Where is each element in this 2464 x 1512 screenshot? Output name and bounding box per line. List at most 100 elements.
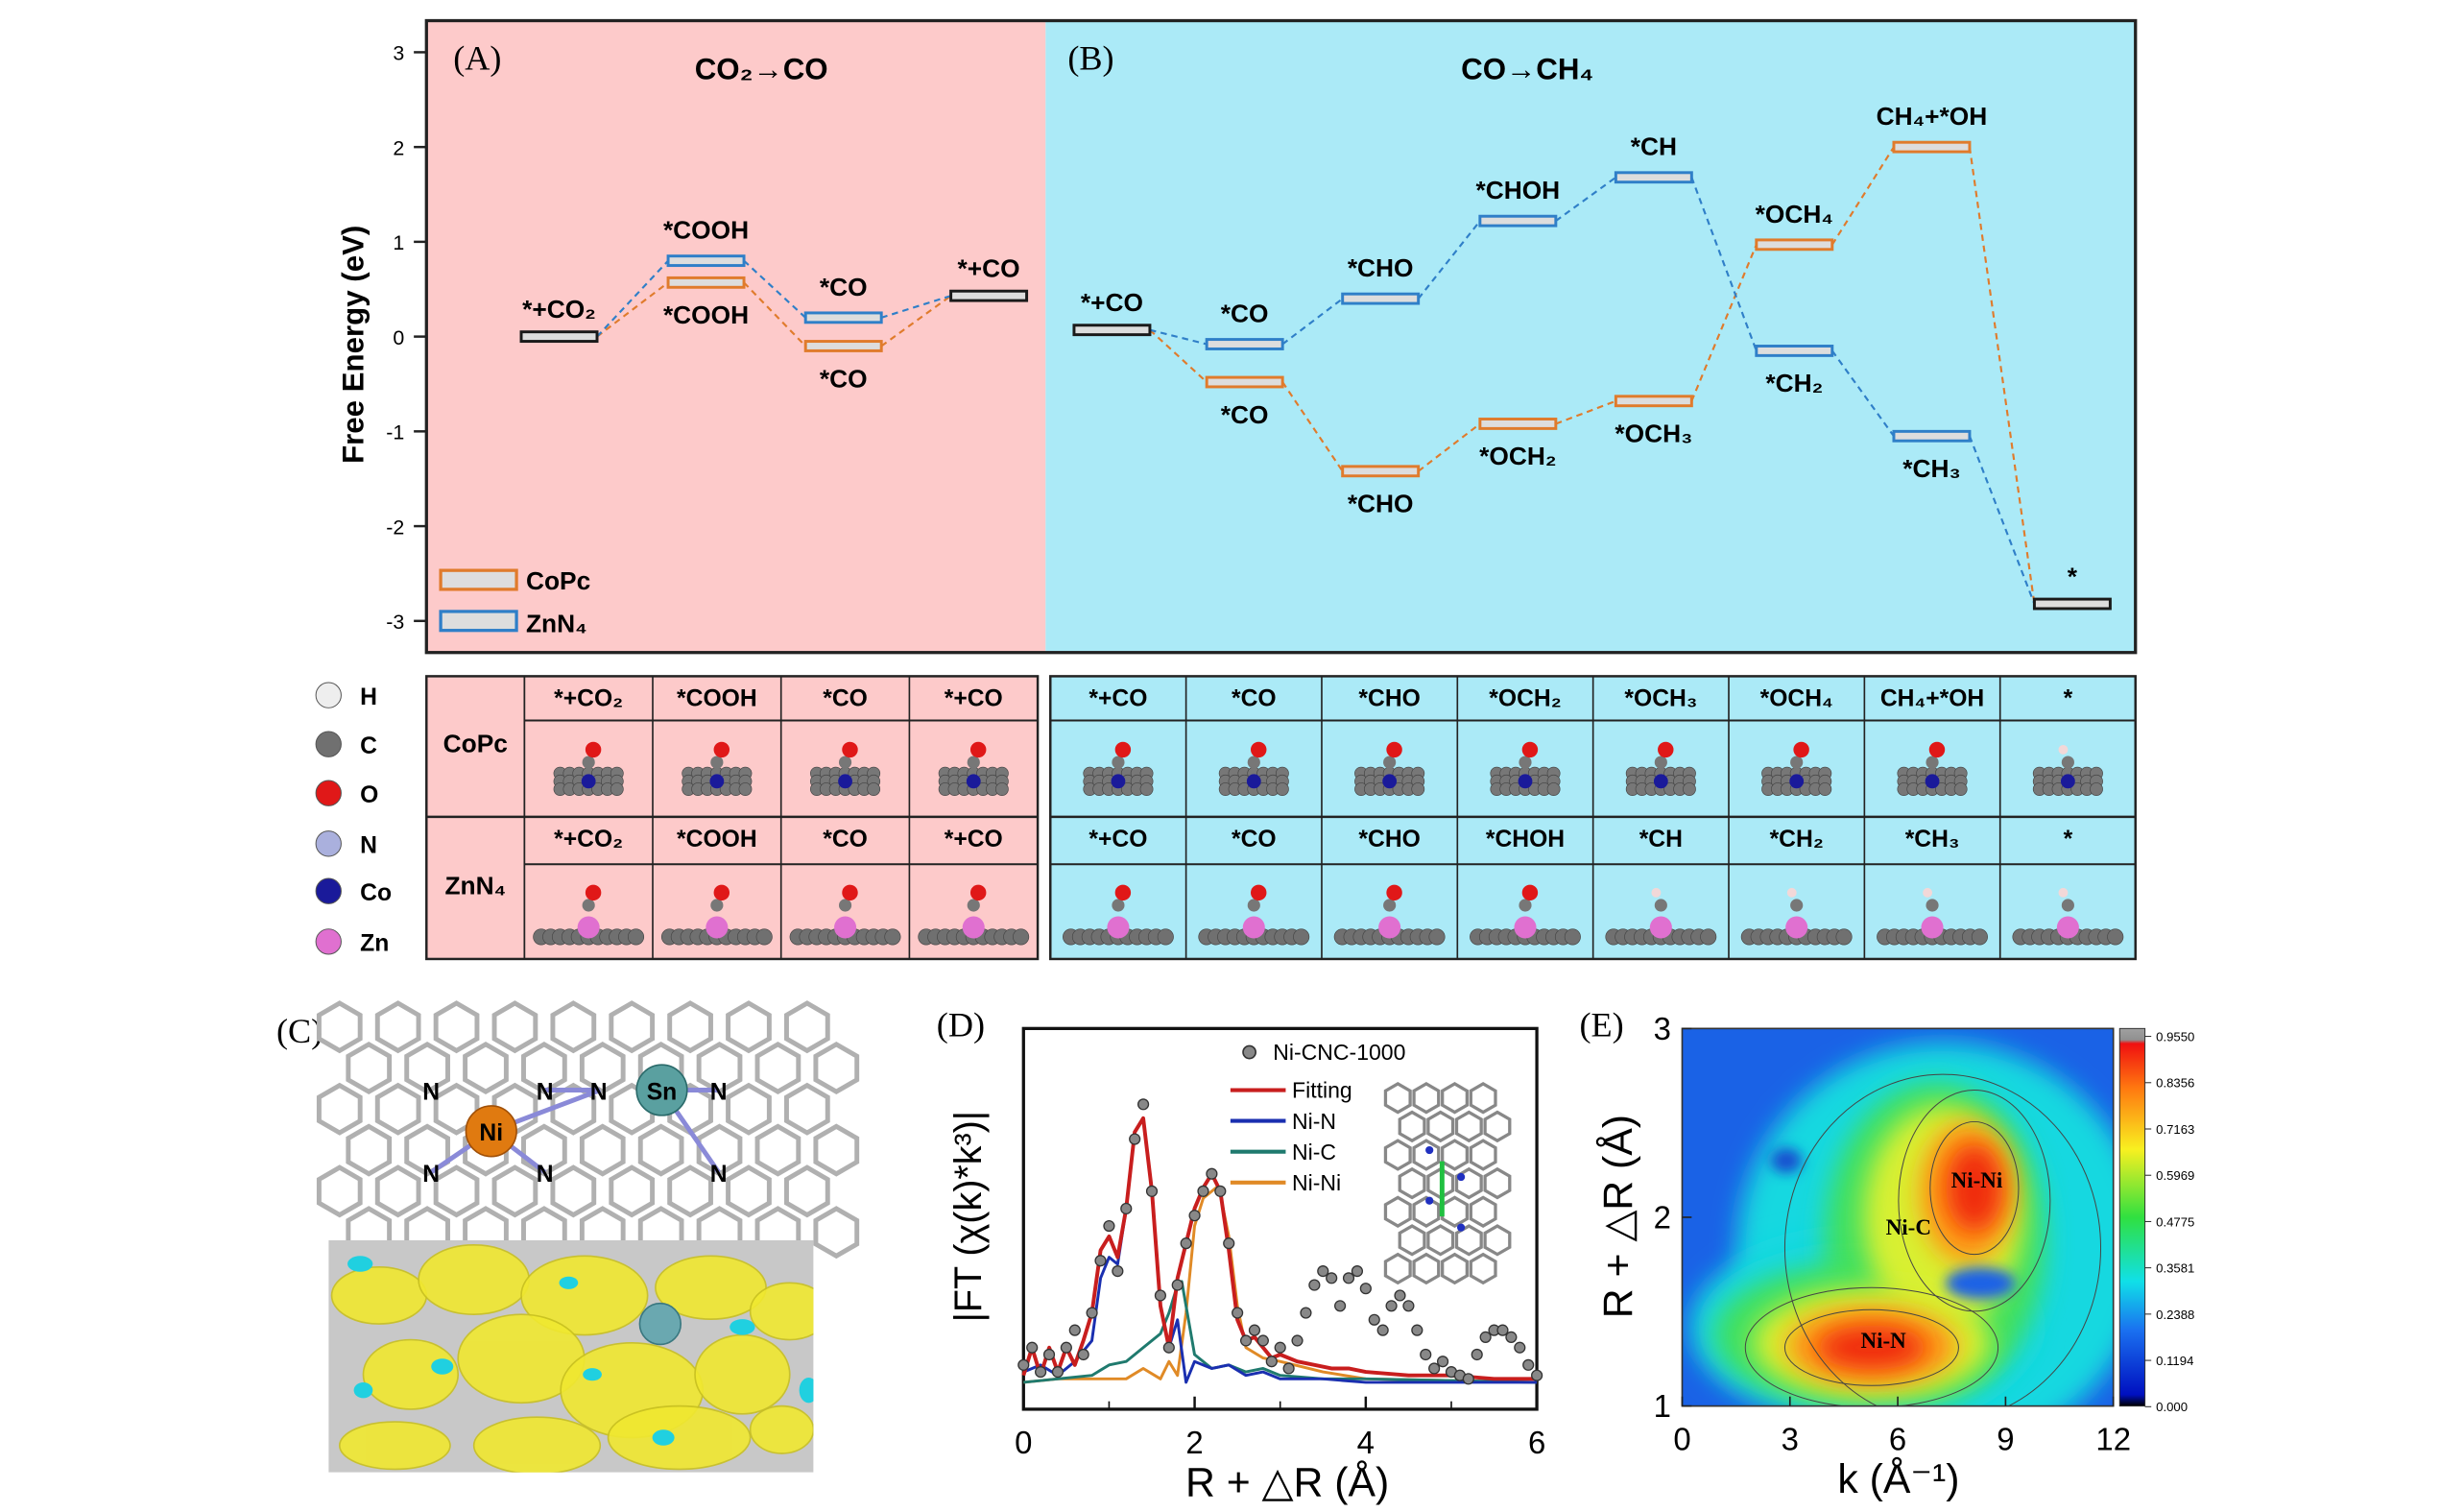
panel-c-label: (C)	[276, 1012, 323, 1050]
data-point	[1317, 1265, 1329, 1278]
zinc-atom	[1785, 916, 1808, 939]
data-point	[1376, 1324, 1389, 1336]
data-point	[1248, 1324, 1261, 1336]
adsorbate-oxygen	[969, 884, 987, 901]
y-tick-label: 2	[393, 136, 404, 159]
y-axis-label: Free Energy (eV)	[336, 226, 370, 464]
legend-label-copc: CoPc	[526, 566, 590, 595]
data-point	[1308, 1279, 1321, 1291]
x-tick-label: 3	[1782, 1422, 1799, 1457]
density-lobe-yellow	[362, 1338, 460, 1410]
data-point	[1394, 1289, 1406, 1302]
energy-level-label: *COOH	[663, 216, 749, 245]
energy-level-label: *OCH₂	[1479, 442, 1556, 470]
zinc-atom	[962, 916, 985, 939]
adsorbate-oxygen	[1250, 741, 1267, 758]
inset-ring	[1383, 1195, 1412, 1228]
adsorbate-carbon	[1654, 756, 1667, 769]
y-axis-label-d: |FT (χ(k)*k³)|	[947, 1111, 990, 1322]
adsorbate-carbon	[838, 756, 852, 769]
density-lobe-yellow	[330, 1266, 428, 1325]
data-point	[1042, 1348, 1056, 1361]
inset-ring	[1398, 1166, 1426, 1200]
graphene-ring	[667, 1164, 713, 1218]
atom-label: Zn	[360, 931, 389, 957]
data-point	[1368, 1313, 1380, 1326]
density-lobe-yellow	[338, 1421, 451, 1471]
data-point	[1188, 1210, 1201, 1222]
data-point	[1129, 1133, 1141, 1145]
data-point	[1017, 1358, 1030, 1371]
adsorbate-oxygen	[842, 741, 858, 758]
n-atom-label: N	[537, 1079, 554, 1105]
legend-label-znn4: ZnN₄	[526, 609, 587, 637]
adsorbate-oxygen	[969, 741, 987, 758]
data-point	[1239, 1334, 1253, 1347]
zinc-atom	[1107, 916, 1130, 939]
zinc-atom	[1649, 916, 1672, 939]
connector-copc	[1418, 422, 1481, 472]
energy-level-label: *OCH₄	[1756, 200, 1833, 228]
contour-line	[1898, 1090, 2051, 1312]
energy-level-label: *CO	[1221, 400, 1269, 429]
graphene-ring	[783, 1082, 830, 1136]
energy-level-label: CH₄+*OH	[1877, 102, 1988, 131]
adsorbate-oxygen	[842, 884, 858, 901]
adsorbate-carbon	[967, 756, 980, 769]
inset-structure	[1383, 1082, 1512, 1285]
ni-atom	[465, 1105, 517, 1158]
connector-znn₄	[1690, 177, 1758, 351]
inset-ring	[1426, 1224, 1455, 1257]
legend-swatch-znn4	[439, 610, 518, 633]
adsorbate-oxygen	[1928, 741, 1946, 758]
density-lobe-cyan	[559, 1276, 579, 1289]
carbon-atom	[1013, 928, 1030, 946]
zinc-atom	[1921, 916, 1944, 939]
connector-copc	[596, 281, 669, 338]
energy-level-znn₄	[1755, 345, 1834, 357]
panel-a-background	[426, 20, 1046, 653]
x-axis-label-d: R + △R (Å)	[1185, 1459, 1389, 1505]
carbon-atom	[2090, 782, 2103, 796]
data-point	[1531, 1369, 1543, 1381]
data-point	[1436, 1356, 1449, 1368]
heatmap-region	[1816, 1325, 1927, 1370]
data-point	[1471, 1348, 1483, 1361]
cobalt-atom	[709, 774, 725, 789]
cobalt-atom	[1789, 774, 1805, 789]
sn-atom	[638, 1302, 682, 1346]
carbon-atom	[1971, 928, 1988, 946]
step-label: *CHO	[1358, 827, 1420, 852]
connector-znn₄	[1417, 220, 1481, 300]
graphene-ring	[609, 1164, 656, 1218]
step-label: *	[2064, 686, 2073, 712]
inset-ring	[1483, 1110, 1512, 1143]
zinc-atom	[1514, 916, 1537, 939]
energy-level-shared	[949, 289, 1029, 302]
data-point	[1026, 1341, 1039, 1354]
energy-level-copc	[666, 276, 746, 289]
cobalt-atom	[1518, 774, 1533, 789]
x-tick-label: 4	[1357, 1425, 1375, 1460]
data-point	[1051, 1365, 1065, 1379]
energy-level-shared	[1072, 324, 1152, 337]
inset-ring	[1412, 1082, 1441, 1115]
carbon-atom	[1818, 782, 1832, 796]
adsorbate-carbon	[2061, 756, 2074, 769]
legend: CoPc ZnN₄	[439, 566, 590, 637]
step-label: *COOH	[677, 827, 757, 852]
adsorbate-carbon	[1790, 756, 1804, 769]
graphene-ring	[579, 1123, 626, 1177]
y-tick-label: 3	[393, 42, 404, 65]
graphene-ring	[316, 1000, 363, 1054]
step-label: *OCH₄	[1760, 686, 1833, 712]
n-atom-label: N	[422, 1162, 440, 1188]
data-point	[1274, 1341, 1286, 1354]
density-lobe-yellow	[749, 1282, 814, 1341]
step-label: *+CO	[945, 827, 1003, 852]
legend-label: Ni-CNC-1000	[1273, 1040, 1405, 1065]
connector-copc	[1690, 244, 1758, 402]
adsorbate-carbon	[838, 899, 852, 912]
panel-b-label: (B)	[1067, 39, 1113, 78]
zinc-atom	[834, 916, 857, 939]
